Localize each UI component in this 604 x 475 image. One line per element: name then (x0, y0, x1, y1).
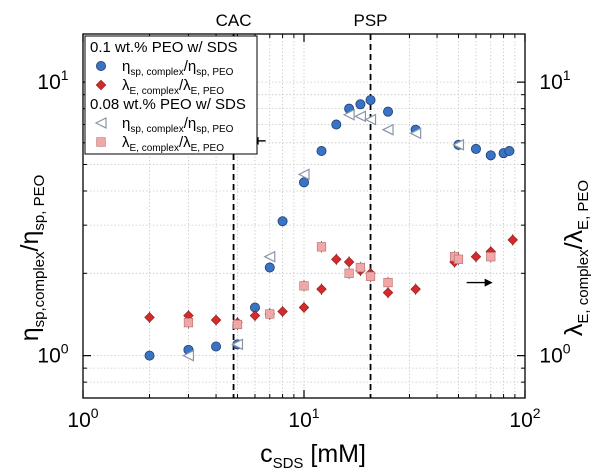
data-point (331, 254, 342, 265)
series-2 (182, 108, 465, 362)
legend-label: λE, complex/λE, PEO (122, 134, 224, 154)
data-point (453, 254, 464, 264)
data-point (298, 177, 309, 188)
data-point (299, 281, 309, 291)
data-point (504, 146, 515, 157)
data-point (277, 306, 288, 317)
data-point (316, 242, 327, 252)
data-point (452, 138, 465, 151)
legend-header: 0.08 wt.% PEO w/ SDS (90, 96, 246, 113)
x-tick-label: 102 (509, 405, 540, 432)
data-point (277, 216, 288, 227)
data-point (231, 338, 244, 351)
data-point (343, 256, 355, 268)
legend-marker (94, 117, 107, 129)
data-point (486, 252, 496, 262)
data-point (364, 113, 377, 126)
data-point (265, 309, 275, 319)
legend-marker (96, 137, 106, 147)
legend-label: λE, complex/λE, PEO (122, 77, 224, 97)
data-point (342, 108, 355, 121)
data-point (144, 350, 155, 361)
data-point (365, 95, 376, 106)
data-point (331, 119, 342, 130)
data-point (182, 349, 195, 362)
x-axis-label: cSDS [mM] (260, 440, 366, 470)
data-point (249, 310, 261, 321)
legend: 0.1 wt.% PEO w/ SDS ηsp, complex/ηsp, PEO… (84, 35, 258, 155)
legend-marker (95, 79, 107, 91)
data-marks (144, 95, 518, 362)
data-point (354, 110, 367, 123)
arrow-right-head (484, 278, 493, 287)
data-point (297, 168, 310, 181)
legend-label: ηsp, complex/ηsp, PEO (122, 115, 234, 135)
y-tick-label-right: 100 (539, 341, 570, 368)
data-point (410, 283, 421, 295)
legend-header: 0.1 wt.% PEO w/ SDS (90, 39, 238, 56)
data-point (470, 251, 482, 262)
data-point (316, 283, 327, 295)
y-tick-label-left: 100 (37, 341, 68, 368)
axis-ticks: 100 101 102 100 100 101 101 (37, 34, 571, 432)
x-tick-label: 100 (67, 405, 98, 432)
data-point (316, 146, 327, 157)
data-point (144, 312, 155, 323)
y-tick-label-right: 101 (539, 67, 570, 94)
series-1 (144, 234, 518, 329)
data-point (232, 319, 243, 330)
data-point (263, 250, 276, 263)
legend-marker (96, 61, 107, 72)
y-axis-label-left: ηsp,complex/ηsp, PEO (16, 175, 48, 342)
data-point (344, 268, 354, 278)
reference-line-label: CAC (216, 11, 252, 30)
reference-line-label: PSP (354, 11, 388, 30)
data-point (210, 314, 222, 326)
data-point (507, 234, 518, 246)
data-point (211, 341, 222, 352)
x-tick-label: 101 (288, 405, 319, 432)
grid-lines (83, 34, 525, 399)
data-point (355, 262, 366, 273)
data-point (355, 99, 366, 110)
legend-box (84, 35, 258, 155)
data-point (264, 262, 275, 273)
data-point (365, 271, 376, 281)
data-point (298, 302, 310, 313)
y-axis-label-right: λE, complex/λE, PEO (560, 180, 592, 336)
data-point (470, 143, 481, 154)
y-tick-label-left: 101 (37, 67, 68, 94)
data-point (382, 287, 394, 298)
data-point (183, 318, 194, 328)
legend-label: ηsp, complex/ηsp, PEO (122, 58, 234, 78)
data-point (383, 277, 393, 288)
series-3 (183, 241, 496, 331)
data-point (383, 106, 394, 117)
data-point (485, 150, 496, 161)
data-point (381, 123, 394, 136)
data-point (409, 127, 422, 140)
